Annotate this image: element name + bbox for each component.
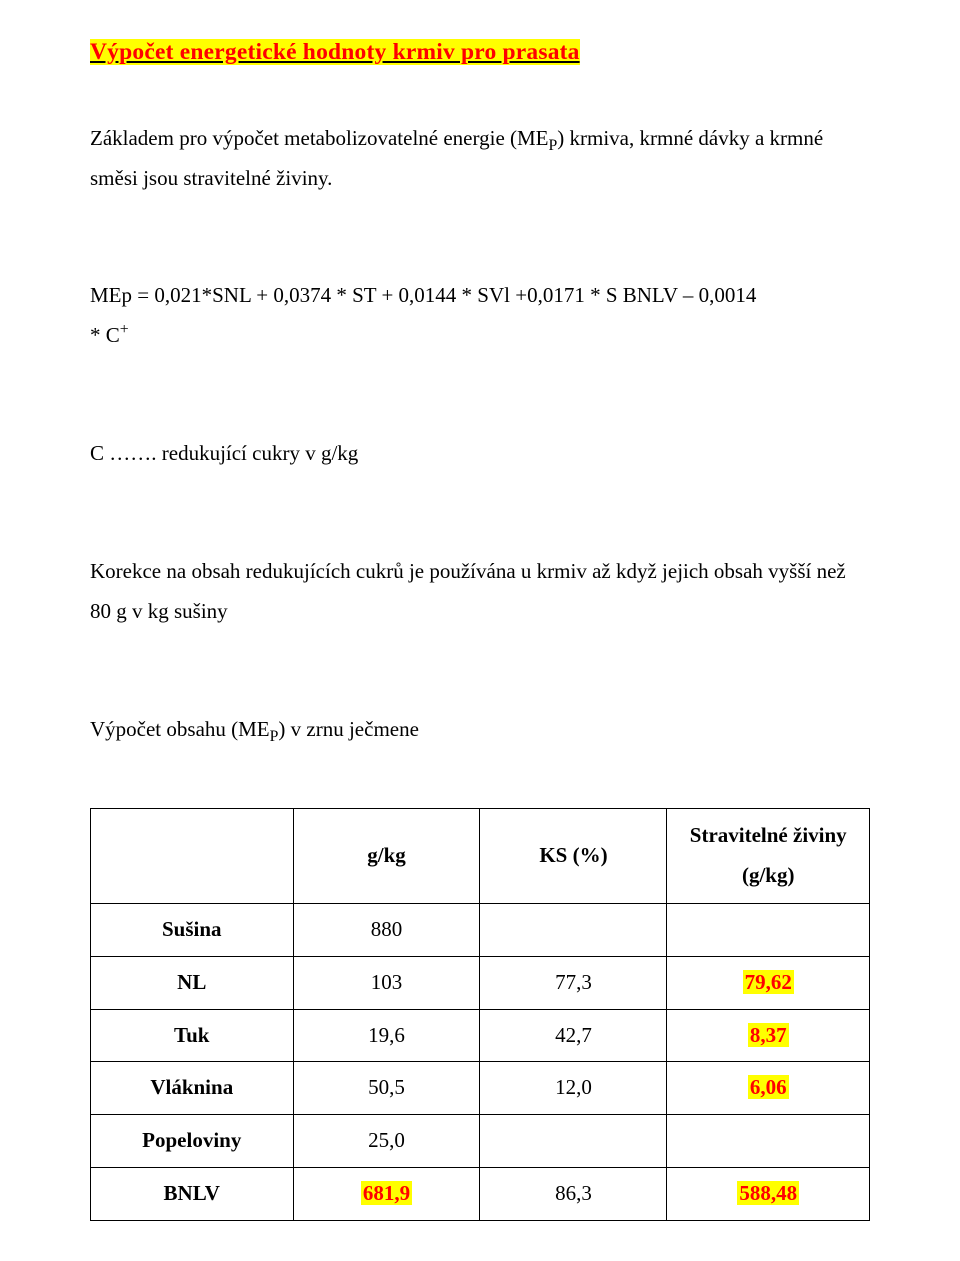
row-sz: [667, 1115, 870, 1168]
row-gkg: 880: [293, 903, 480, 956]
row-label: Tuk: [91, 1009, 294, 1062]
table-row: NL10377,379,62: [91, 956, 870, 1009]
row-ks: 42,7: [480, 1009, 667, 1062]
th-sz-line2: (g/kg): [677, 856, 859, 896]
row-ks: 12,0: [480, 1062, 667, 1115]
row-sz: [667, 903, 870, 956]
row-sz: 6,06: [667, 1062, 870, 1115]
calc-part2: ) v zrnu ječmene: [278, 717, 419, 741]
th-ks: KS (%): [480, 808, 667, 903]
row-label: Vláknina: [91, 1062, 294, 1115]
formula: MEp = 0,021*SNL + 0,0374 * ST + 0,0144 *…: [90, 276, 870, 356]
table-row: Popeloviny25,0: [91, 1115, 870, 1168]
row-sz: 8,37: [667, 1009, 870, 1062]
c-definition: C ……. redukující cukry v g/kg: [90, 434, 870, 474]
intro-subscript: P: [549, 137, 558, 154]
table-row: BNLV681,986,3588,48: [91, 1168, 870, 1221]
page-title: Výpočet energetické hodnoty krmiv pro pr…: [90, 30, 870, 75]
table-header-row: g/kg KS (%) Stravitelné živiny (g/kg): [91, 808, 870, 903]
row-sz: 79,62: [667, 956, 870, 1009]
row-ks: [480, 903, 667, 956]
row-gkg: 25,0: [293, 1115, 480, 1168]
table-body: Sušina880NL10377,379,62Tuk19,642,78,37Vl…: [91, 903, 870, 1220]
calc-heading: Výpočet obsahu (MEP) v zrnu ječmene: [90, 710, 870, 750]
row-sz: 588,48: [667, 1168, 870, 1221]
row-gkg: 19,6: [293, 1009, 480, 1062]
row-label: BNLV: [91, 1168, 294, 1221]
row-gkg: 50,5: [293, 1062, 480, 1115]
row-label: Sušina: [91, 903, 294, 956]
th-sz-line1: Stravitelné živiny: [677, 816, 859, 856]
formula-line2-sup: +: [120, 321, 129, 338]
table-row: Vláknina50,512,06,06: [91, 1062, 870, 1115]
formula-line1: MEp = 0,021*SNL + 0,0374 * ST + 0,0144 *…: [90, 276, 870, 316]
row-label: Popeloviny: [91, 1115, 294, 1168]
nutrient-table: g/kg KS (%) Stravitelné živiny (g/kg) Su…: [90, 808, 870, 1221]
title-text: Výpočet energetické hodnoty krmiv pro pr…: [90, 39, 580, 65]
korekce-paragraph: Korekce na obsah redukujících cukrů je p…: [90, 552, 870, 632]
row-ks: 86,3: [480, 1168, 667, 1221]
row-gkg: 103: [293, 956, 480, 1009]
th-gkg: g/kg: [293, 808, 480, 903]
row-gkg: 681,9: [293, 1168, 480, 1221]
th-sz: Stravitelné živiny (g/kg): [667, 808, 870, 903]
intro-part1: Základem pro výpočet metabolizovatelné e…: [90, 126, 549, 150]
table-row: Sušina880: [91, 903, 870, 956]
row-ks: [480, 1115, 667, 1168]
intro-paragraph: Základem pro výpočet metabolizovatelné e…: [90, 119, 870, 199]
row-ks: 77,3: [480, 956, 667, 1009]
formula-line2-prefix: * C: [90, 323, 120, 347]
formula-line2: * C+: [90, 316, 870, 356]
calc-part1: Výpočet obsahu (ME: [90, 717, 270, 741]
th-blank: [91, 808, 294, 903]
row-label: NL: [91, 956, 294, 1009]
table-row: Tuk19,642,78,37: [91, 1009, 870, 1062]
